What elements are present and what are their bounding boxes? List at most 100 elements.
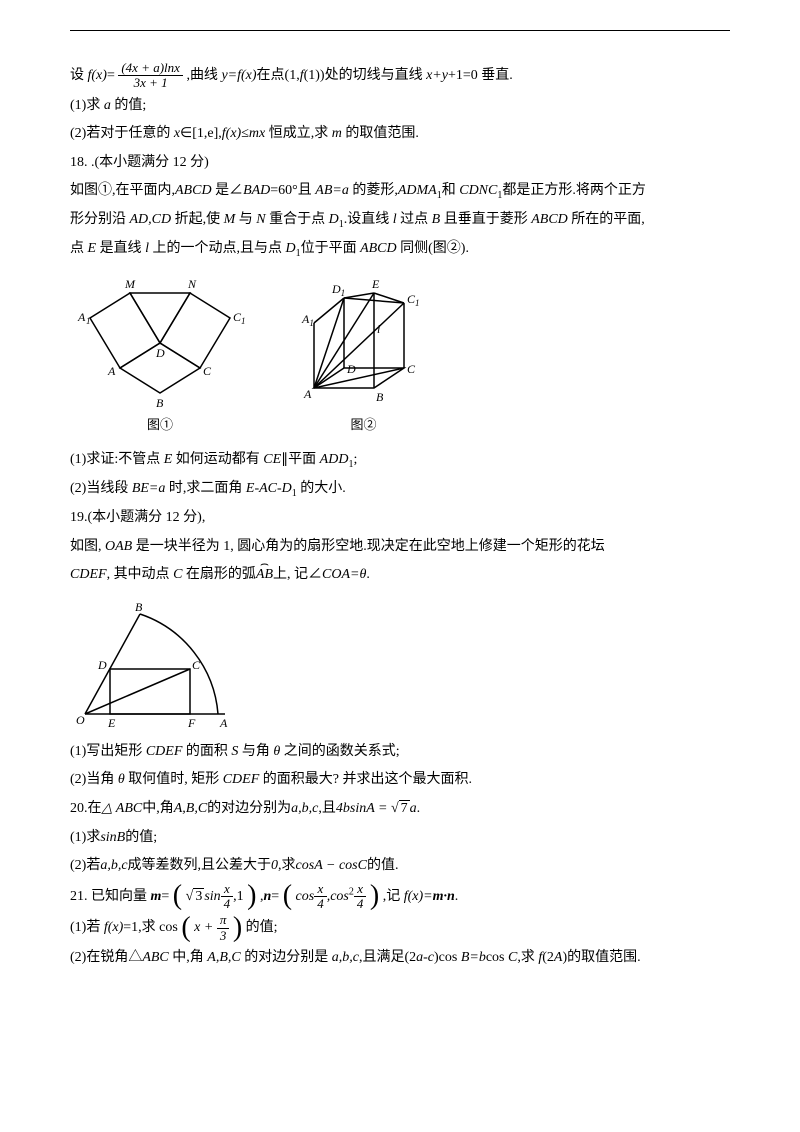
text: 取何值时, 矩形 [125,772,223,787]
problem-21: 21. 已知向量 m= ( √3sinx4,1 ) ,n= ( cosx4,co… [70,882,730,912]
text: a,b,c [100,858,127,873]
figure-3: B D C O E F A [70,599,730,729]
text: 点 [70,241,88,256]
text: 与 [235,212,256,227]
text: 如图①,在平面内, [70,183,175,198]
text: (1)求证:不管点 [70,452,164,467]
text: cosA − cosC [296,858,367,873]
svg-text:D: D [97,658,107,672]
text: 成等差数列,且公差大于 [128,858,272,873]
text: 的对边分别为 [207,801,291,816]
text: ABCD [175,183,212,198]
text: 如图, [70,539,105,554]
figures-row: M N A1 C1 D A C B 图① [70,273,730,438]
text: 且垂直于菱形 [440,212,531,227]
line: (1)求sinB的值; [70,825,730,852]
text: E [88,241,97,256]
text: 是直线 [96,241,145,256]
line: (2)当角 θ 取何值时, 矩形 CDEF 的面积最大? 并求出这个最大面积. [70,767,730,794]
text: BE=a [132,481,166,496]
text: a,b,c [291,801,318,816]
top-rule [70,30,730,31]
text: (2)若 [70,858,100,873]
text: 是∠ [212,183,244,198]
svg-text:D: D [155,346,165,360]
text: 同侧(图②). [397,241,469,256]
text: (2)若对于任意的 [70,126,174,141]
line: (2)当线段 BE=a 时,求二面角 E-AC-D1 的大小. [70,476,730,503]
svg-text:A: A [107,364,116,378]
text: f(x)= [404,889,433,904]
svg-text:E: E [371,277,380,291]
numerator: (4x + a)lnx [118,61,183,76]
text: m [332,126,342,141]
text: 之间的函数关系式; [280,744,399,759]
text: OAB [105,539,132,554]
text: M [224,212,236,227]
text: ,曲线 [186,68,221,83]
text: C [173,567,182,582]
text: ABC [142,950,168,965]
text: ADMA [398,183,437,198]
text: △ ABC [102,801,143,816]
text: C [508,950,517,965]
svg-text:1: 1 [241,316,246,326]
line: (2)若对于任意的 x∈[1,e],f(x)≤mx 恒成立,求 m 的取值范围. [70,121,730,148]
text: B [432,212,441,227]
line: (1)求 a 的值; [70,93,730,120]
text: θ [118,772,125,787]
text: ABCD [360,241,397,256]
text: (1))处的切线与直线 [304,68,427,83]
fx: f(x) [88,68,107,83]
text: m·n [433,889,455,904]
text: AD,CD [130,212,172,227]
svg-text:E: E [107,716,116,729]
text: 中,角 [169,950,208,965]
text: (1)写出矩形 [70,744,146,759]
text: 重合于点 [266,212,329,227]
text: 的值; [125,830,157,845]
svg-text:1: 1 [86,316,91,326]
text: CDEF [223,772,260,787]
text: f(x)≤mx [222,126,265,141]
text: +1=0 垂直. [448,68,513,83]
text: 的面积最大? 并求出这个最大面积. [259,772,472,787]
text: A,B,C [174,801,207,816]
text: (2)当线段 [70,481,132,496]
text: 4bsinA = [336,801,391,816]
text: 在点(1, [257,68,300,83]
line: CDEF, 其中动点 C 在扇形的弧AB上, 记∠COA=θ. [70,562,730,589]
text: 0 [271,858,278,873]
svg-text:A1: A1 [301,312,314,328]
text: (2)当角 [70,772,118,787]
text: 的菱形, [349,183,398,198]
text: 和 [442,183,460,198]
vector-n-value: ( cosx4,cos2x4 ) [283,882,380,912]
text: 形分别沿 [70,212,130,227]
text: =60°且 [270,183,315,198]
text: . [455,889,459,904]
svg-text:B: B [376,390,384,404]
svg-text:B: B [156,396,164,410]
text: (2 [542,950,554,965]
line: 如图①,在平面内,ABCD 是∠BAD=60°且 AB=a 的菱形,ADMA1和… [70,178,730,205]
text: 上, 记∠ [273,567,322,582]
vector-m: m [151,889,162,904]
text: B=b [461,950,486,965]
text: CDEF [146,744,183,759]
text: 如何运动都有 [172,452,263,467]
text: D [285,241,295,256]
text: ,求 [278,858,296,873]
text: 折起,使 [171,212,224,227]
text: a-c [416,950,434,965]
arc-ab: AB [256,562,273,589]
text: ∥平面 [281,452,320,467]
text: A,B,C [207,950,240,965]
text: 时,求二面角 [165,481,246,496]
svg-text:N: N [187,277,197,291]
eq: = [107,68,115,83]
text: CDNC [459,183,497,198]
svg-text:M: M [124,277,136,291]
text: ; [353,452,357,467]
text: )的取值范围. [562,950,640,965]
